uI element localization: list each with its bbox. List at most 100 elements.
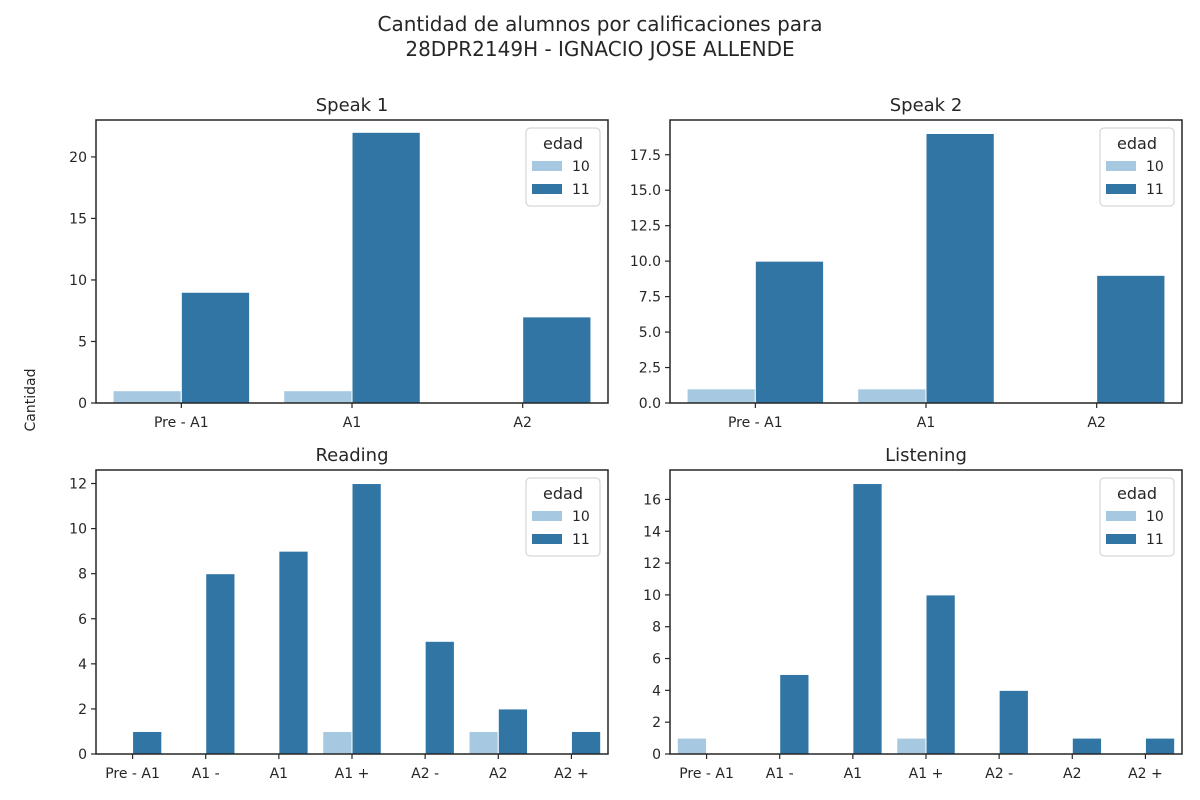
legend-swatch-11 xyxy=(1106,184,1136,194)
y-tick-label: 6 xyxy=(78,612,87,628)
legend-title: edad xyxy=(1117,134,1157,153)
x-tick-label: Pre - A1 xyxy=(728,415,783,431)
bar-11-2 xyxy=(1096,274,1166,404)
bar-11-1 xyxy=(925,132,995,404)
x-tick-label: A1 - xyxy=(766,766,794,782)
panel-title: Speak 2 xyxy=(890,95,963,116)
y-tick-label: 0 xyxy=(78,747,87,763)
x-tick-label: A2 + xyxy=(554,766,589,782)
bar-10-1 xyxy=(857,388,927,404)
y-tick-label: 5.0 xyxy=(639,325,661,341)
x-tick-label: A2 - xyxy=(411,766,439,782)
bar-11-6 xyxy=(1144,737,1176,755)
y-tick-label: 17.5 xyxy=(630,148,661,164)
legend-label-11: 11 xyxy=(1146,182,1164,198)
y-tick-label: 15 xyxy=(69,211,87,227)
y-tick-label: 10 xyxy=(643,588,661,604)
legend-swatch-10 xyxy=(532,161,562,171)
bar-10-5 xyxy=(468,730,499,755)
x-tick-label: A1 + xyxy=(909,766,944,782)
x-tick-label: A1 + xyxy=(335,766,370,782)
bar-11-2 xyxy=(522,316,592,404)
bar-10-3 xyxy=(896,737,927,755)
legend-title: edad xyxy=(1117,484,1157,503)
bar-10-0 xyxy=(112,390,182,404)
y-tick-label: 10 xyxy=(69,522,87,538)
legend-label-11: 11 xyxy=(1146,532,1164,548)
bar-11-3 xyxy=(925,594,956,755)
panel-title: Reading xyxy=(315,445,388,466)
y-tick-label: 2 xyxy=(78,702,87,718)
bar-11-4 xyxy=(998,689,1029,755)
legend-label-11: 11 xyxy=(572,532,590,548)
y-tick-label: 0.0 xyxy=(639,396,661,412)
x-tick-label: A1 xyxy=(270,766,288,782)
y-tick-label: 10 xyxy=(69,273,87,289)
bar-11-5 xyxy=(497,708,529,755)
x-tick-label: Pre - A1 xyxy=(154,415,209,431)
y-tick-label: 2.5 xyxy=(639,361,661,377)
legend-swatch-10 xyxy=(532,511,562,521)
y-tick-label: 10.0 xyxy=(630,254,661,270)
chart-panel-1: Speak 2 Pre - A1 A1 A2 0.0 2.5 5.0 7.5 10.0 12.5 1… xyxy=(630,95,1183,431)
bar-11-0 xyxy=(754,260,825,404)
x-tick-label: A1 xyxy=(844,766,862,782)
x-tick-label: A2 + xyxy=(1128,766,1163,782)
bar-11-3 xyxy=(351,483,382,755)
x-tick-label: A2 xyxy=(513,415,531,431)
legend-swatch-11 xyxy=(532,534,562,544)
x-tick-label: A1 - xyxy=(192,766,220,782)
y-tick-label: 0 xyxy=(652,747,661,763)
panel-title: Speak 1 xyxy=(316,95,389,116)
legend-title: edad xyxy=(543,134,583,153)
y-tick-label: 12 xyxy=(69,477,87,493)
axes-frame xyxy=(95,469,609,755)
bar-11-1 xyxy=(779,673,810,755)
bar-11-0 xyxy=(132,730,163,755)
y-tick-label: 16 xyxy=(643,492,661,508)
bar-11-1 xyxy=(351,131,421,404)
legend-title: edad xyxy=(543,484,583,503)
chart-panel-2: Reading Pre - A1 A1 - A1 A1 + A2 - A2 A2 + 0 2 4 6 8… xyxy=(69,445,609,782)
legend-label-11: 11 xyxy=(572,182,590,198)
bar-11-1 xyxy=(205,573,236,755)
y-tick-label: 4 xyxy=(652,683,661,699)
x-tick-label: A1 xyxy=(917,415,935,431)
bar-10-1 xyxy=(283,390,353,404)
y-tick-label: 12 xyxy=(643,556,661,572)
y-tick-label: 12.5 xyxy=(630,219,661,235)
figure-title-line-1: Cantidad de alumnos por calificaciones p… xyxy=(377,12,823,36)
x-tick-label: A2 xyxy=(1087,415,1105,431)
bar-10-0 xyxy=(686,388,756,404)
y-tick-label: 7.5 xyxy=(639,290,661,306)
x-tick-label: A1 xyxy=(343,415,361,431)
bar-10-3 xyxy=(322,730,353,755)
y-tick-label: 5 xyxy=(78,334,87,350)
axes-frame xyxy=(95,119,609,404)
bar-11-6 xyxy=(570,730,602,755)
y-tick-label: 14 xyxy=(643,524,661,540)
legend-swatch-11 xyxy=(532,184,562,194)
bar-11-5 xyxy=(1071,737,1103,755)
axes-frame xyxy=(669,119,1183,404)
y-tick-label: 20 xyxy=(69,150,87,166)
bar-11-0 xyxy=(180,291,251,404)
y-tick-label: 15.0 xyxy=(630,183,661,199)
x-tick-label: Pre - A1 xyxy=(679,766,734,782)
legend-swatch-10 xyxy=(1106,511,1136,521)
y-tick-label: 6 xyxy=(652,652,661,668)
y-tick-label: 2 xyxy=(652,715,661,731)
legend-swatch-11 xyxy=(1106,534,1136,544)
bar-10-0 xyxy=(676,737,708,755)
chart-panel-0: Speak 1 Pre - A1 A1 A2 0 5 10 15 20 edad 10 11 xyxy=(69,95,609,431)
x-tick-label: A2 xyxy=(1063,766,1081,782)
figure-title-line-2: 28DPR2149H - IGNACIO JOSE ALLENDE xyxy=(405,37,795,61)
chart-panel-3: Listening Pre - A1 A1 - A1 A1 + A2 - A2 A2 + 0 2 4… xyxy=(643,445,1183,782)
y-tick-label: 0 xyxy=(78,396,87,412)
x-tick-label: A2 - xyxy=(985,766,1013,782)
y-tick-label: 4 xyxy=(78,657,87,673)
y-tick-label: 8 xyxy=(652,620,661,636)
bar-11-2 xyxy=(852,483,883,755)
legend-label-10: 10 xyxy=(572,159,590,175)
